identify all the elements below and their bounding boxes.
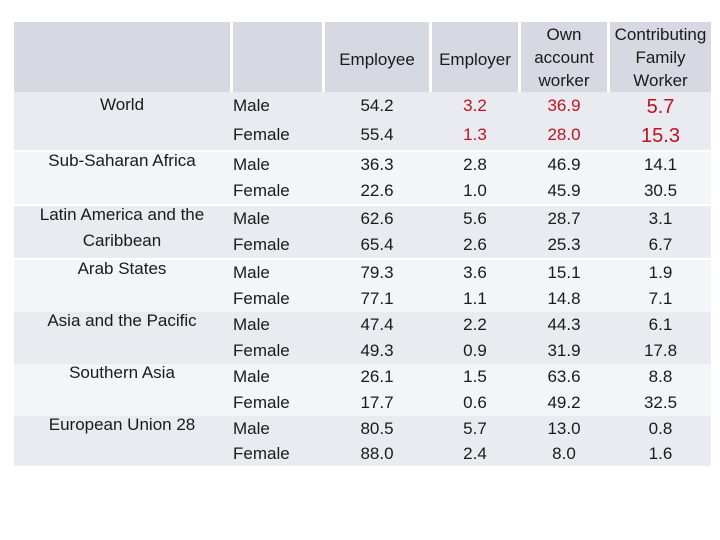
value-employee: 55.4 (360, 125, 394, 144)
value-contributing: 30.5 (643, 181, 678, 200)
value-own-account: 28.7 (547, 209, 581, 228)
value-own-account: 25.3 (547, 235, 581, 254)
value-employer: 3.2 (463, 96, 487, 115)
header-contributing-family-worker: Contributing Family Worker (614, 24, 707, 90)
region-band (14, 260, 711, 312)
value-own-account: 44.3 (547, 315, 581, 334)
region-name: Sub-Saharan Africa (48, 151, 196, 170)
value-contributing: 15.3 (641, 125, 680, 147)
region-band (14, 364, 711, 416)
value-employer: 3.6 (463, 263, 487, 282)
header-cell-own-account (521, 22, 607, 92)
value-employee: 54.2 (360, 96, 394, 115)
value-own-account: 31.9 (547, 341, 581, 360)
value-contributing: 8.8 (648, 367, 673, 386)
sex-label: Female (233, 181, 290, 200)
value-employee: 26.1 (360, 367, 394, 386)
value-contributing: 1.6 (648, 443, 673, 463)
region-band (14, 416, 711, 466)
sex-label: Female (233, 289, 290, 308)
value-contributing: 14.1 (643, 155, 678, 174)
value-contributing: 7.1 (648, 289, 673, 308)
value-contributing: 6.7 (648, 235, 673, 254)
region-name: Latin America and the Caribbean (39, 205, 205, 250)
value-employer: 0.9 (463, 341, 487, 360)
header-employee: Employee (339, 49, 415, 69)
value-own-account: 14.8 (547, 289, 581, 308)
value-employer: 2.8 (463, 155, 487, 174)
region-name: Arab States (77, 259, 167, 278)
value-employee: 65.4 (360, 235, 394, 254)
sex-label: Male (233, 209, 270, 228)
sex-label: Female (233, 125, 290, 144)
value-own-account: 46.9 (547, 155, 581, 174)
value-own-account: 28.0 (547, 125, 581, 144)
value-employer: 2.6 (463, 235, 487, 254)
region-name: European Union 28 (48, 415, 196, 434)
value-own-account: 15.1 (547, 263, 581, 282)
sex-label: Male (233, 315, 270, 334)
value-employer: 5.7 (463, 418, 487, 438)
value-employee: 79.3 (360, 263, 394, 282)
sex-label: Male (233, 263, 270, 282)
value-employee: 22.6 (360, 181, 394, 200)
value-contributing: 17.8 (643, 341, 678, 360)
header-cell-employee (325, 22, 429, 92)
value-employee: 49.3 (360, 341, 394, 360)
value-employee: 88.0 (360, 443, 394, 463)
header-cell-sex (233, 22, 322, 92)
value-contributing: 32.5 (643, 393, 678, 412)
sex-label: Female (233, 341, 290, 360)
value-employer: 1.5 (463, 367, 487, 386)
value-employee: 77.1 (360, 289, 394, 308)
value-employee: 62.6 (360, 209, 394, 228)
value-contributing: 1.9 (648, 263, 673, 282)
region-band (14, 92, 711, 150)
value-employer: 1.3 (463, 125, 487, 144)
value-own-account: 8.0 (552, 443, 576, 463)
region-name: World (99, 95, 145, 114)
value-own-account: 36.9 (547, 96, 581, 115)
value-own-account: 63.6 (547, 367, 581, 386)
value-own-account: 45.9 (547, 181, 581, 200)
region-name: Southern Asia (69, 363, 175, 382)
sex-label: Male (233, 96, 270, 115)
region-band (14, 206, 711, 258)
value-employer: 1.0 (463, 181, 487, 200)
region-name: Asia and the Pacific (47, 311, 197, 330)
value-own-account: 49.2 (547, 393, 581, 412)
sex-label: Male (233, 418, 270, 438)
region-band (14, 152, 711, 204)
header-employer: Employer (439, 49, 511, 69)
header-own-account-worker: Own account worker (534, 24, 594, 90)
header-cell-employer (432, 22, 518, 92)
value-employer: 2.2 (463, 315, 487, 334)
value-employee: 47.4 (360, 315, 394, 334)
value-employer: 0.6 (463, 393, 487, 412)
value-employee: 80.5 (360, 418, 394, 438)
value-contributing: 6.1 (648, 315, 673, 334)
sex-label: Male (233, 367, 270, 386)
sex-label: Female (233, 393, 290, 412)
header-cell-region (14, 22, 230, 92)
region-band (14, 312, 711, 364)
header-cell-contributing (610, 22, 711, 92)
sex-label: Female (233, 443, 290, 463)
value-contributing: 0.8 (648, 418, 673, 438)
value-employer: 2.4 (463, 443, 487, 463)
value-employer: 1.1 (463, 289, 487, 308)
value-employer: 5.6 (463, 209, 487, 228)
value-contributing: 3.1 (648, 209, 673, 228)
sex-label: Male (233, 155, 270, 174)
sex-label: Female (233, 235, 290, 254)
value-own-account: 13.0 (547, 418, 581, 438)
value-employee: 17.7 (360, 393, 394, 412)
value-contributing: 5.7 (646, 96, 675, 118)
value-employee: 36.3 (360, 155, 394, 174)
